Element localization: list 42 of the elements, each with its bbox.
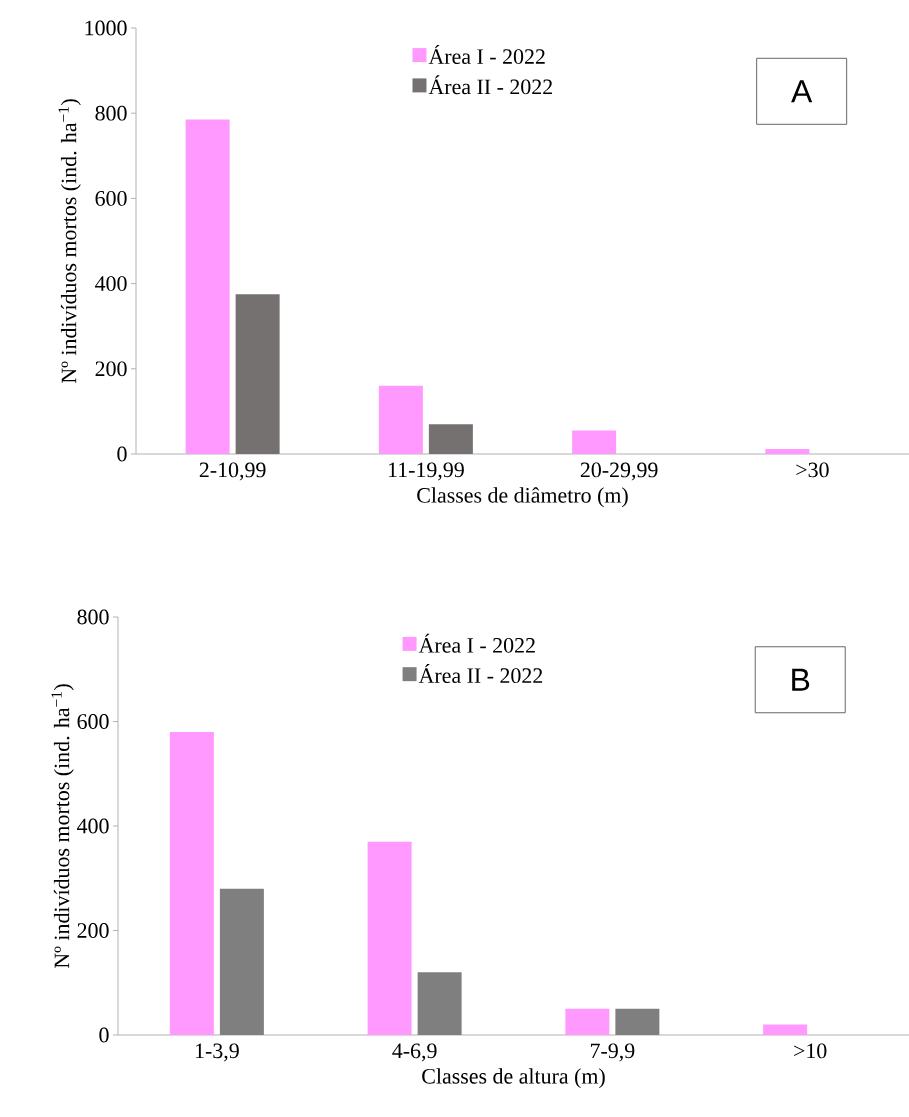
x-tick-label: 11-19,99: [388, 462, 464, 481]
y-tick-label: 800: [77, 609, 109, 625]
y-tick-label: 1000: [85, 20, 127, 36]
annotation: A: [791, 80, 813, 103]
y-tick-label: 0: [117, 446, 127, 462]
y-tick-label: 600: [77, 714, 109, 729]
y-tick-label: 400: [77, 818, 109, 834]
bar: [185, 119, 230, 454]
x-tick-label: 20-29,99: [580, 462, 658, 481]
bar: [169, 731, 214, 1035]
y-tick-label: 0: [99, 1027, 109, 1043]
annotation: B: [792, 668, 810, 691]
bar: [417, 972, 462, 1035]
bar: [615, 1008, 660, 1035]
legend-label: Área II - 2022: [428, 75, 552, 95]
legend-label: Área I - 2022: [428, 44, 545, 64]
bar: [378, 385, 423, 454]
bar: [219, 888, 264, 1035]
y-axis-title: Nº indivíduos mortos (ind. ha$^{−1}$): [51, 684, 74, 969]
legend-label: Área II - 2022: [418, 664, 543, 684]
y-axis-title: Nº indivíduos mortos (ind. ha$^{−1}$): [58, 99, 81, 384]
bar: [428, 424, 473, 454]
y-tick-label: 400: [95, 276, 127, 291]
x-axis-title: Classes de diâmetro (m): [417, 487, 628, 508]
x-tick-label: 1-3,9: [195, 1043, 239, 1062]
x-axis-title: Classes de altura (m): [422, 1068, 605, 1089]
y-tick-label: 600: [95, 190, 127, 206]
bar: [565, 1008, 610, 1035]
x-tick-label: >10: [794, 1043, 827, 1059]
bar: [367, 841, 412, 1035]
bar: [235, 294, 280, 454]
x-tick-label: 2-10,99: [199, 462, 266, 481]
bar: [765, 448, 810, 454]
y-tick-label: 200: [95, 361, 127, 377]
y-tick-label: 800: [95, 105, 127, 121]
x-tick-label: 4-6,9: [392, 1043, 437, 1062]
bar: [572, 430, 617, 454]
x-tick-label: >30: [796, 462, 829, 478]
y-tick-label: 200: [77, 923, 109, 938]
legend-label: Área I - 2022: [418, 633, 535, 653]
bar: [763, 1024, 808, 1035]
x-tick-label: 7-9,9: [590, 1043, 635, 1062]
